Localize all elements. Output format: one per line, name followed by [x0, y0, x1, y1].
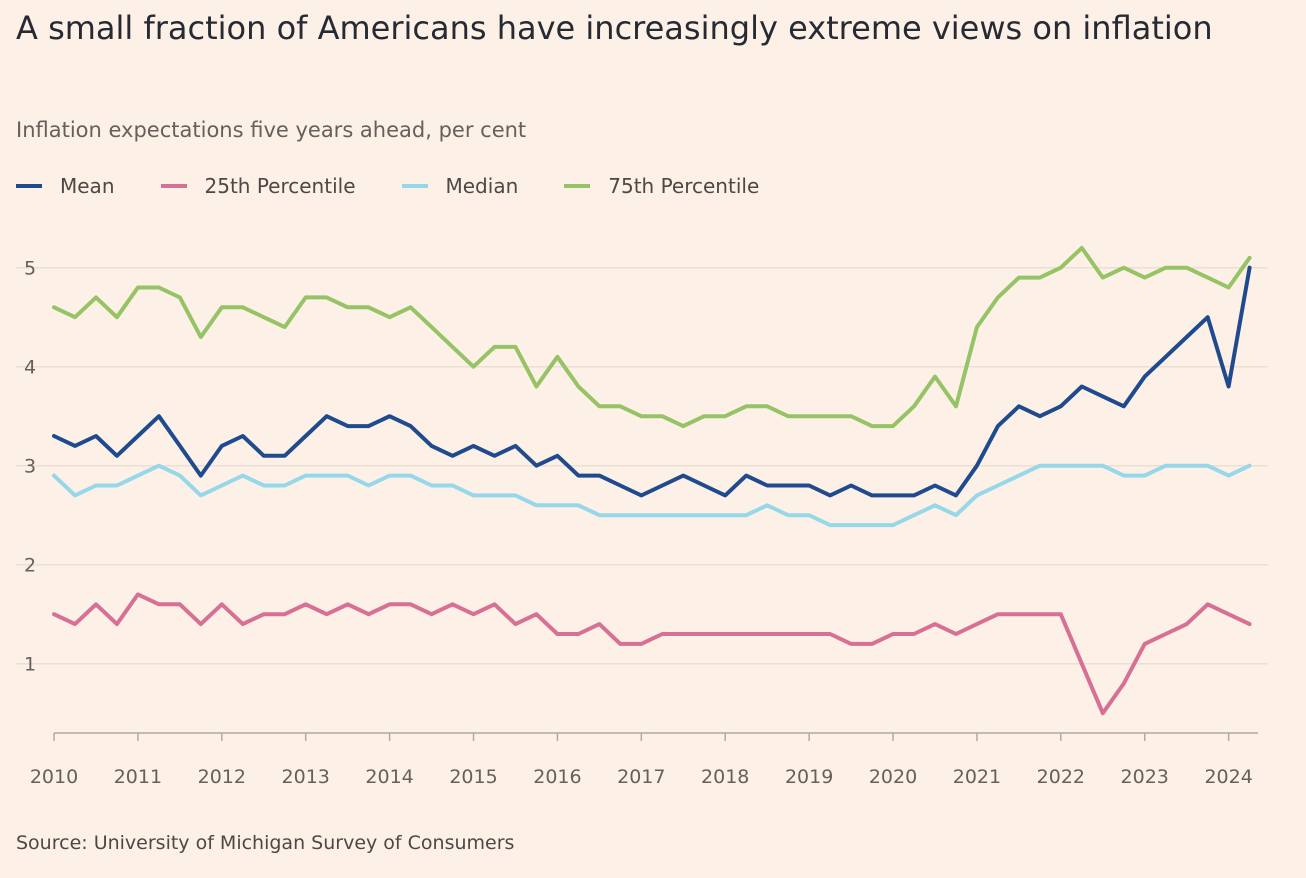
legend-label-75th-percentile: 75th Percentile — [608, 174, 760, 198]
legend-label-median: Median — [445, 174, 519, 198]
legend-swatch-25th-percentile — [160, 184, 187, 188]
y-tick-label: 1 — [24, 654, 36, 676]
x-tick-label: 2020 — [869, 766, 917, 788]
x-tick-label: 2017 — [617, 766, 665, 788]
legend-swatch-median — [401, 184, 428, 188]
legend-swatch-75th-percentile — [564, 184, 591, 188]
x-tick-label: 2012 — [198, 766, 246, 788]
legend-item-25th-percentile: 25th Percentile — [160, 174, 356, 198]
series-line-median — [52, 463, 1252, 528]
x-tick-label: 2014 — [365, 766, 413, 788]
x-tick-label: 2024 — [1204, 766, 1252, 788]
x-tick-label: 2013 — [282, 766, 330, 788]
x-tick-label: 2010 — [30, 766, 78, 788]
series-lines — [52, 245, 1252, 716]
series-line-mean — [52, 265, 1252, 498]
x-axis: 2010 2011 2012 2013 2014 2015 2016 2017 2018 2019… — [30, 732, 1258, 788]
legend: Mean 25th Percentile Median 75th Percent… — [16, 174, 805, 198]
source-note: Source: University of Michigan Survey of… — [16, 832, 515, 854]
y-tick-label: 2 — [24, 555, 36, 577]
chart-title: A small fraction of Americans have incre… — [16, 9, 1213, 47]
legend-item-median: Median — [401, 174, 519, 198]
x-tick-label: 2023 — [1121, 766, 1169, 788]
y-axis-ticks: 1 2 3 4 5 — [24, 258, 36, 676]
series-line-25th-percentile — [52, 592, 1252, 716]
x-tick-label: 2018 — [701, 766, 749, 788]
y-tick-label: 4 — [24, 357, 36, 379]
legend-item-75th-percentile: 75th Percentile — [564, 174, 759, 198]
legend-swatch-mean — [16, 184, 42, 188]
x-tick-label: 2019 — [785, 766, 833, 788]
x-tick-label: 2011 — [114, 766, 162, 788]
series-line-75th-percentile — [52, 245, 1252, 429]
x-tick-label: 2022 — [1037, 766, 1085, 788]
y-tick-label: 5 — [24, 258, 36, 280]
x-tick-label: 2015 — [449, 766, 497, 788]
legend-label-mean: Mean — [60, 174, 115, 198]
legend-label-25th-percentile: 25th Percentile — [204, 174, 356, 198]
x-tick-label: 2021 — [953, 766, 1001, 788]
y-tick-label: 3 — [24, 456, 36, 478]
x-tick-label: 2016 — [533, 766, 581, 788]
legend-item-mean: Mean — [16, 174, 115, 198]
chart-subtitle: Inflation expectations five years ahead,… — [16, 118, 527, 142]
